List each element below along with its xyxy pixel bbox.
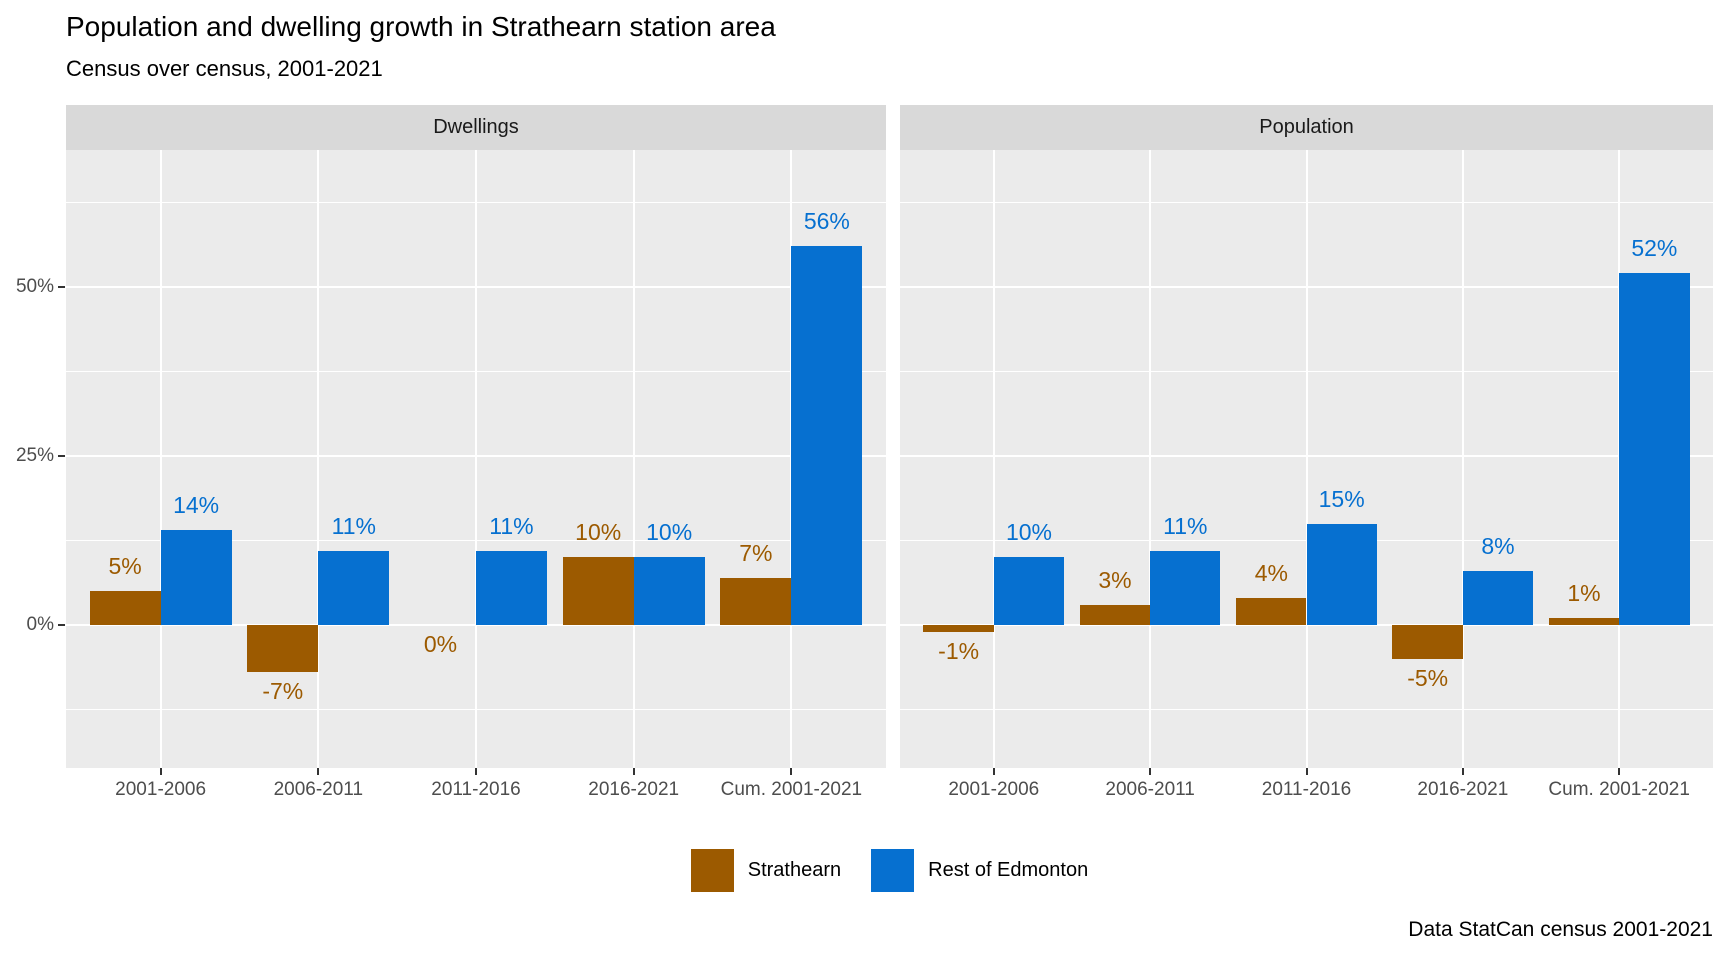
- bar-rest-of-edmonton-2001-2006: [993, 557, 1065, 625]
- x-tick-mark: [1618, 768, 1621, 775]
- bar-strathearn-2001-2006: [923, 625, 994, 632]
- bar-strathearn-2006-2011: [1079, 604, 1151, 625]
- bar-rest-of-edmonton-2016-2021: [1462, 570, 1534, 625]
- gridline-major-vertical: [475, 150, 477, 768]
- legend-entry-rest-of-edmonton: Rest of Edmonton: [871, 848, 1089, 892]
- bar-rest-of-edmonton-2011-2016: [1306, 523, 1377, 625]
- bar-value-label: 11%: [1163, 512, 1208, 539]
- bar-value-label: 1%: [1567, 580, 1601, 607]
- bar-value-label: 14%: [173, 492, 220, 519]
- legend-label: Strathearn: [747, 858, 842, 881]
- bar-value-label: -1%: [938, 637, 980, 664]
- y-tick-label: 0%: [26, 614, 54, 635]
- x-tick-mark: [992, 768, 995, 775]
- facet-strip-population: Population: [900, 105, 1713, 150]
- bar-value-label: 7%: [739, 539, 773, 566]
- bar-rest-of-edmonton-2001-2006: [160, 530, 232, 625]
- x-tick-mark: [1305, 768, 1308, 775]
- bar-value-label: 5%: [108, 553, 142, 580]
- legend-swatch-strathearn: [690, 848, 734, 892]
- bar-rest-of-edmonton-cum-2001-2021: [1619, 273, 1690, 625]
- caption: Data StatCan census 2001-2021: [1408, 918, 1713, 941]
- x-tick-label: Cum. 2001-2021: [1548, 779, 1690, 800]
- bar-strathearn-2001-2006: [89, 591, 161, 625]
- bar-rest-of-edmonton-2006-2011: [318, 550, 390, 625]
- gridline-major-vertical: [1461, 150, 1464, 768]
- bar-value-label: 15%: [1318, 485, 1365, 512]
- panel-dwellings: 5% -7% 0% 10% 7% 14% 11% 11% 10% 56%: [66, 150, 886, 768]
- bar-value-label: 52%: [1631, 235, 1678, 262]
- bar-value-label: 10%: [1005, 519, 1052, 546]
- bar-value-label: 11%: [489, 512, 534, 539]
- bar-value-label: 3%: [1098, 566, 1132, 593]
- gridline-major-vertical: [317, 150, 320, 768]
- y-tick-label: 50%: [15, 276, 54, 297]
- gridline-major-vertical: [632, 150, 635, 768]
- bar-value-label: -5%: [1407, 664, 1449, 691]
- bar-rest-of-edmonton-2006-2011: [1150, 550, 1221, 625]
- x-tick-label: 2001-2006: [115, 779, 207, 800]
- x-tick-mark: [632, 768, 635, 775]
- bar-value-label: 10%: [646, 519, 693, 546]
- bar-rest-of-edmonton-2016-2021: [633, 557, 705, 625]
- x-tick-label: 2011-2016: [1261, 779, 1352, 800]
- bar-value-label: 0%: [423, 631, 458, 657]
- x-tick-label: 2011-2016: [431, 779, 521, 800]
- bar-value-label: 11%: [331, 512, 376, 539]
- chart-subtitle: Census over census, 2001-2021: [66, 56, 383, 81]
- bar-strathearn-2016-2021: [562, 557, 634, 625]
- x-tick-mark: [317, 768, 320, 775]
- bar-rest-of-edmonton-2011-2016: [476, 550, 547, 625]
- x-tick-label: 2006-2011: [273, 779, 364, 800]
- x-tick-label: 2006-2011: [1105, 779, 1195, 800]
- gridline-major-vertical: [1305, 150, 1308, 768]
- legend-entry-strathearn: Strathearn: [690, 848, 842, 892]
- facet-strip-dwellings: Dwellings: [66, 105, 886, 150]
- y-tick-mark: [58, 624, 65, 626]
- gridline-major-vertical: [992, 150, 995, 768]
- bar-rest-of-edmonton-cum-2001-2021: [791, 246, 863, 625]
- gridline-major-vertical: [159, 150, 162, 768]
- bar-value-label: 10%: [575, 519, 622, 546]
- x-tick-mark: [159, 768, 162, 775]
- bar-strathearn-cum-2001-2021: [1548, 618, 1620, 625]
- legend: Strathearn Rest of Edmonton: [66, 846, 1713, 894]
- bar-strathearn-2011-2016: [1236, 597, 1307, 625]
- y-tick-mark: [58, 286, 65, 288]
- x-tick-mark: [475, 768, 477, 775]
- bar-value-label: 8%: [1481, 532, 1515, 559]
- x-tick-label: 2016-2021: [588, 779, 680, 800]
- bar-strathearn-2016-2021: [1392, 625, 1463, 659]
- bar-strathearn-cum-2001-2021: [720, 577, 792, 625]
- x-tick-mark: [1461, 768, 1464, 775]
- panel-population: -1% 3% 4% -5% 1% 10% 11% 15% 8% 52%: [900, 150, 1713, 768]
- bar-value-label: -7%: [262, 678, 304, 705]
- bar-value-label: 56%: [803, 208, 850, 235]
- x-tick-label: 2016-2021: [1417, 779, 1509, 800]
- x-tick-mark: [1149, 768, 1152, 775]
- bar-value-label: 4%: [1254, 559, 1288, 586]
- chart-title: Population and dwelling growth in Strath…: [66, 11, 776, 42]
- y-tick-label: 25%: [15, 445, 54, 466]
- legend-swatch-rest-of-edmonton: [871, 848, 915, 892]
- y-tick-mark: [58, 455, 65, 457]
- gridline-major-vertical: [1149, 150, 1152, 768]
- x-tick-mark: [790, 768, 793, 775]
- x-tick-label: 2001-2006: [948, 779, 1040, 800]
- legend-label: Rest of Edmonton: [928, 858, 1089, 881]
- x-tick-label: Cum. 2001-2021: [720, 779, 863, 800]
- bar-strathearn-2006-2011: [247, 625, 319, 673]
